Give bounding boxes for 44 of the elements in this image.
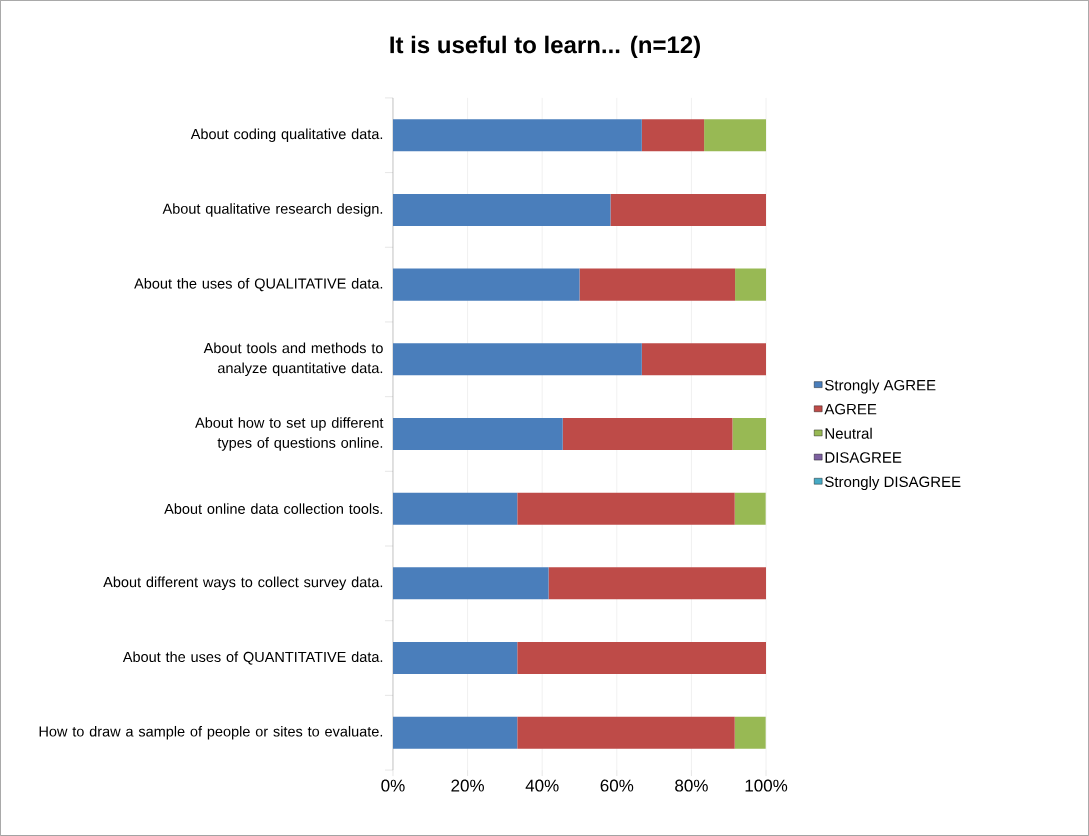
y-tick-label: About different ways to collect survey data.	[103, 576, 383, 591]
x-tick-label: 100%	[745, 779, 788, 792]
bar	[392, 567, 549, 600]
x-tick-label: 0%	[381, 779, 405, 792]
chart-title: It is useful to learn... (n=12)	[390, 35, 700, 59]
bar	[734, 492, 766, 525]
y-tick-label: About tools and methods to analyze quantitative data.	[203, 342, 383, 377]
bar	[735, 268, 767, 301]
y-tick-label: About the uses of QUANTITATIVE data.	[122, 651, 383, 665]
legend-label: Neutral	[825, 427, 872, 439]
bar	[734, 716, 766, 749]
bar	[392, 642, 518, 675]
x-tick-label: 80%	[675, 779, 708, 792]
bar	[392, 417, 563, 450]
y-tick-label: How to draw a sample of people or sites to evaluate.	[39, 725, 383, 740]
bar	[392, 716, 518, 749]
legend-label: AGREE	[824, 403, 877, 415]
bar	[562, 417, 733, 450]
bar	[704, 119, 767, 152]
bar	[392, 492, 518, 525]
bar	[610, 193, 767, 226]
legend-label: DISAGREE	[825, 452, 902, 463]
bar	[517, 492, 735, 525]
bar	[641, 119, 705, 152]
y-tick-label: About online data collection tools.	[164, 503, 383, 514]
bar	[548, 567, 767, 600]
bar	[517, 642, 767, 675]
bar	[392, 119, 642, 152]
bar	[641, 343, 767, 376]
legend-label: Strongly DISAGREE	[825, 476, 961, 491]
bar	[392, 193, 611, 226]
bar	[732, 417, 767, 450]
legend-label: Strongly AGREE	[825, 379, 936, 394]
y-tick-label: About the uses of QUALITATIVE data.	[134, 278, 383, 292]
x-tick-label: 20%	[451, 779, 484, 792]
y-tick-label: About qualitative research design.	[162, 203, 383, 217]
x-tick-label: 40%	[525, 779, 559, 792]
bar	[392, 343, 642, 376]
x-tick-label: 60%	[600, 779, 634, 792]
bar	[517, 716, 735, 749]
bar	[579, 268, 736, 301]
bar	[392, 268, 580, 301]
y-tick-label: About coding qualitative data.	[190, 128, 383, 143]
y-tick-label: About how to set up different types of questions online.	[195, 417, 384, 451]
